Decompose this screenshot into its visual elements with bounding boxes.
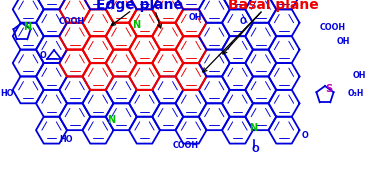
Text: Basal plane: Basal plane [228,0,318,12]
Text: Edge plane: Edge plane [96,0,183,12]
Text: S: S [325,84,333,94]
Text: HO: HO [59,135,73,145]
Text: O: O [251,145,259,155]
Text: N: N [23,22,31,32]
Text: OH: OH [337,37,350,47]
Text: OH: OH [188,13,202,23]
Text: COOH: COOH [173,141,199,149]
Text: N: N [249,123,257,133]
Text: HO: HO [0,89,14,97]
Text: O₃H: O₃H [348,89,364,99]
Text: COOH: COOH [59,18,85,26]
Text: OH: OH [353,71,367,79]
Text: O: O [40,51,46,60]
Text: O: O [240,18,246,26]
Text: COOH: COOH [320,23,346,32]
Text: O: O [302,131,308,139]
Text: N: N [107,115,115,125]
Text: N: N [132,20,140,30]
